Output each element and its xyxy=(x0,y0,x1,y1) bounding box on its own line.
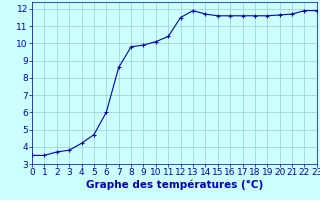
X-axis label: Graphe des températures (°C): Graphe des températures (°C) xyxy=(86,180,263,190)
